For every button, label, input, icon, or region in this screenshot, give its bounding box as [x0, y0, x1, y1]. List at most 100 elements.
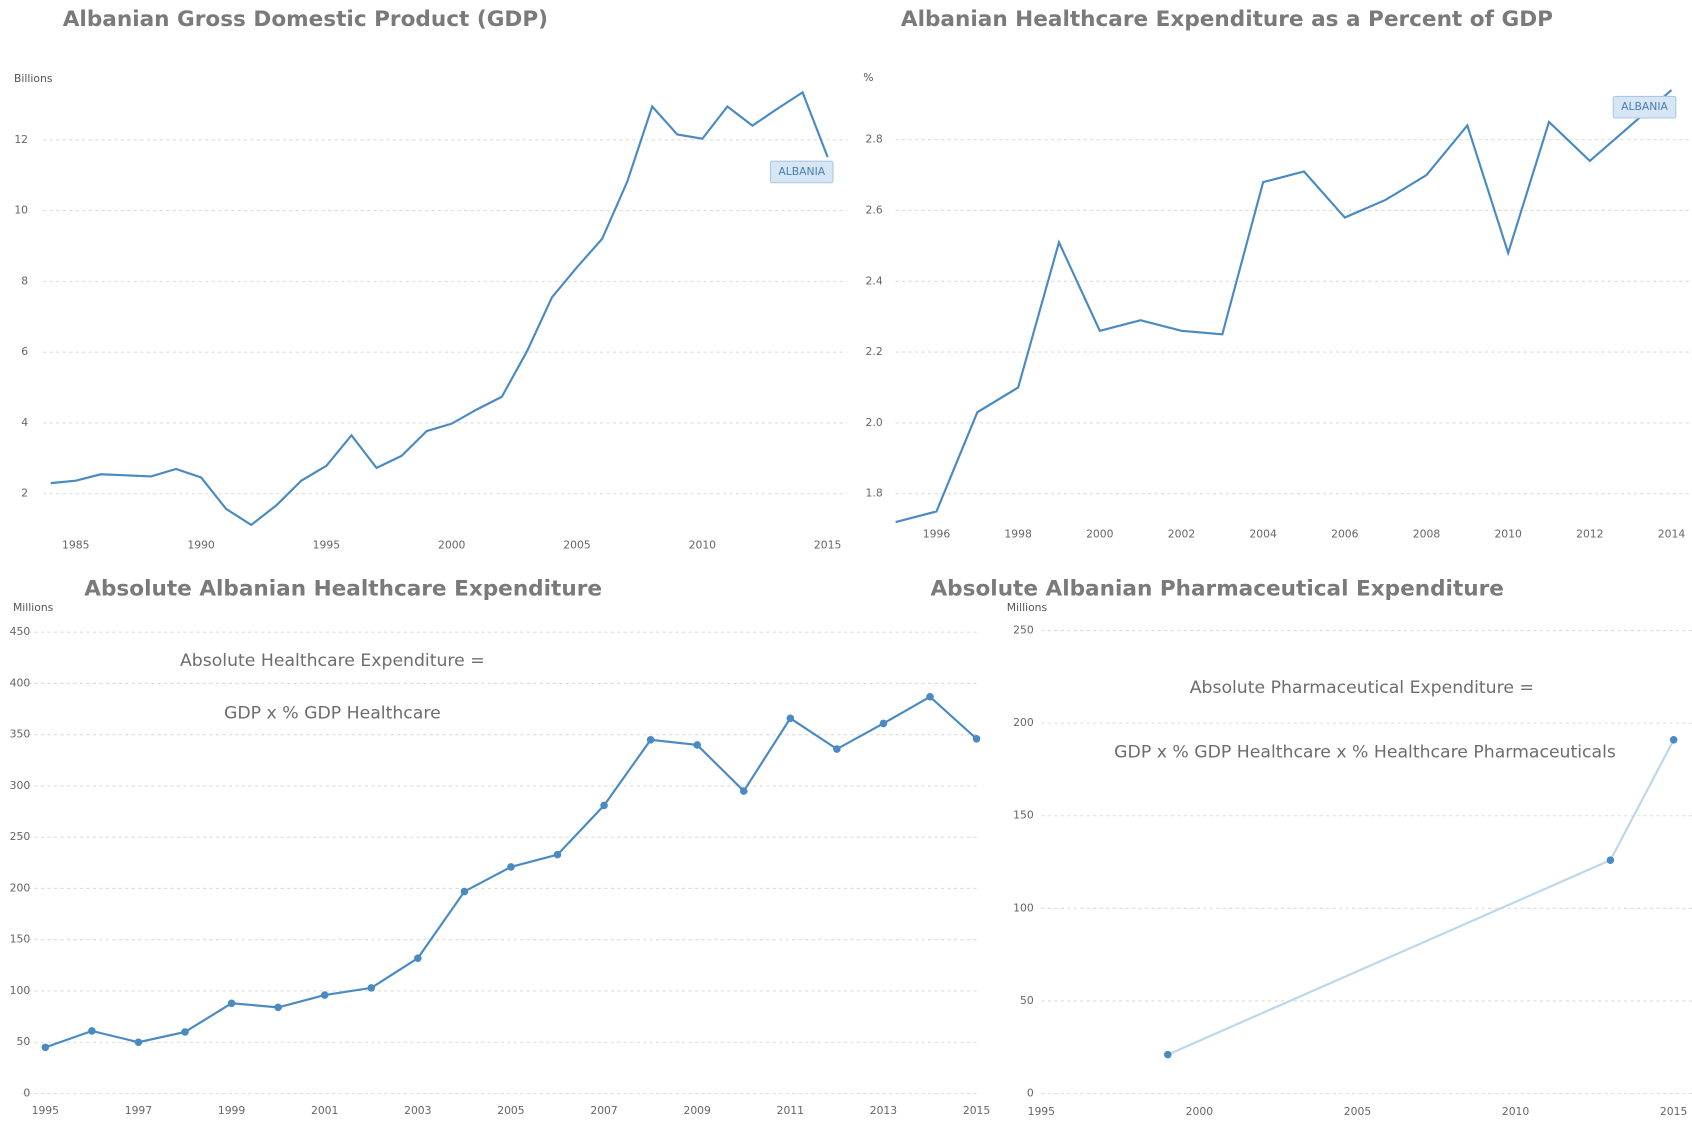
data-point: [972, 735, 981, 743]
data-point: [181, 1028, 189, 1036]
x-tick-label: 2014: [1658, 528, 1686, 541]
y-tick-label: 12: [14, 133, 28, 146]
x-tick-label: 2005: [497, 1104, 524, 1117]
x-tick-label: 2008: [1413, 528, 1441, 541]
y-tick-label: 200: [10, 881, 31, 894]
data-point: [274, 1003, 282, 1012]
data-point: [553, 850, 562, 859]
y-axis-unit: Billions: [14, 72, 53, 85]
x-tick-label: 2000: [438, 538, 466, 551]
annotation: GDP x % GDP Healthcare x % Healthcare Ph…: [1114, 742, 1616, 762]
x-tick-label: 2015: [963, 1104, 990, 1117]
data-point: [134, 1038, 143, 1047]
y-tick-label: 2.8: [866, 133, 883, 146]
x-tick-label: 1995: [313, 538, 340, 551]
chart-panel: Albanian Healthcare Expenditure as a Per…: [863, 7, 1692, 541]
data-point: [320, 991, 329, 999]
y-tick-label: 150: [1013, 809, 1034, 822]
chart-title: Absolute Albanian Healthcare Expenditure: [84, 577, 602, 602]
legend-label: ALBANIA: [1621, 100, 1668, 113]
x-tick-label: 2002: [1168, 528, 1195, 541]
data-point: [786, 714, 795, 723]
x-tick-label: 2011: [777, 1104, 804, 1117]
y-tick-label: 50: [1020, 994, 1034, 1007]
x-tick-label: 2010: [1494, 528, 1522, 541]
y-tick-label: 4: [21, 416, 28, 429]
data-point: [414, 954, 422, 962]
y-tick-label: 10: [14, 204, 28, 217]
y-tick-label: 250: [1013, 624, 1034, 637]
y-axis-unit: Millions: [13, 601, 54, 614]
y-tick-label: 100: [1013, 901, 1034, 914]
data-point: [88, 1027, 96, 1035]
x-tick-label: 1998: [1004, 528, 1032, 541]
data-point: [693, 741, 701, 749]
y-axis-unit: %: [863, 71, 873, 84]
data-point: [600, 801, 608, 810]
data-point: [460, 887, 469, 896]
x-tick-label: 1996: [923, 528, 951, 541]
x-tick-label: 2012: [1576, 528, 1603, 541]
x-tick-label: 2000: [1086, 528, 1114, 541]
x-tick-label: 2009: [683, 1104, 711, 1117]
data-point: [646, 736, 655, 744]
data-point: [833, 745, 841, 753]
data-point: [926, 692, 934, 701]
x-tick-label: 2001: [311, 1104, 338, 1117]
data-point: [507, 863, 515, 871]
chart-title: Albanian Healthcare Expenditure as a Per…: [901, 7, 1553, 32]
x-tick-label: 2015: [814, 538, 841, 551]
annotation: Absolute Healthcare Expenditure =: [180, 651, 485, 671]
x-tick-label: 2015: [1660, 1105, 1687, 1118]
y-tick-label: 150: [10, 933, 31, 946]
data-point: [739, 787, 748, 795]
x-tick-label: 2010: [1502, 1105, 1530, 1118]
x-tick-label: 1990: [187, 538, 215, 551]
y-tick-label: 450: [10, 625, 31, 638]
y-tick-label: 400: [10, 676, 31, 689]
data-point: [1669, 736, 1678, 744]
y-tick-label: 2: [21, 487, 28, 500]
series-line: [50, 90, 829, 527]
y-tick-label: 250: [10, 830, 31, 843]
data-point: [1164, 1050, 1172, 1059]
x-tick-label: 1985: [62, 538, 89, 551]
data-point: [367, 984, 376, 992]
x-tick-label: 1995: [32, 1104, 59, 1117]
annotation: GDP x % GDP Healthcare: [224, 704, 441, 724]
x-tick-label: 2003: [404, 1104, 431, 1117]
y-tick-label: 350: [10, 728, 31, 741]
x-tick-label: 1999: [218, 1104, 246, 1117]
y-tick-label: 300: [10, 779, 31, 792]
legend-label: ALBANIA: [778, 165, 825, 178]
x-tick-label: 2004: [1249, 528, 1277, 541]
x-tick-label: 2000: [1186, 1105, 1214, 1118]
series-line: [895, 89, 1673, 524]
x-tick-label: 2005: [1344, 1105, 1371, 1118]
x-tick-label: 1997: [125, 1104, 152, 1117]
x-tick-label: 2005: [563, 538, 590, 551]
annotation: Absolute Pharmaceutical Expenditure =: [1190, 678, 1534, 698]
x-tick-label: 1995: [1028, 1105, 1055, 1118]
y-tick-label: 0: [1027, 1086, 1034, 1099]
data-point: [227, 999, 236, 1008]
y-tick-label: 2.6: [866, 203, 883, 216]
y-tick-label: 50: [16, 1035, 30, 1048]
y-tick-label: 8: [21, 274, 28, 287]
x-tick-label: 2006: [1331, 528, 1359, 541]
chart-panel: Albanian Gross Domestic Product (GDP) Bil…: [14, 7, 848, 551]
data-point: [41, 1043, 50, 1052]
x-tick-label: 2013: [870, 1104, 897, 1117]
y-tick-label: 1.8: [866, 487, 883, 500]
y-tick-label: 200: [1013, 716, 1034, 729]
y-tick-label: 0: [23, 1086, 30, 1099]
y-tick-label: 2.2: [866, 345, 883, 358]
legend-box: [1612, 95, 1677, 119]
x-tick-label: 2007: [590, 1104, 617, 1117]
chart-panel: Absolute Albanian Pharmaceutical Expendi…: [930, 577, 1692, 1118]
y-tick-label: 2.0: [866, 416, 883, 429]
data-point: [1606, 856, 1615, 864]
chart-panel: Absolute Albanian Healthcare Expenditure…: [10, 577, 991, 1117]
